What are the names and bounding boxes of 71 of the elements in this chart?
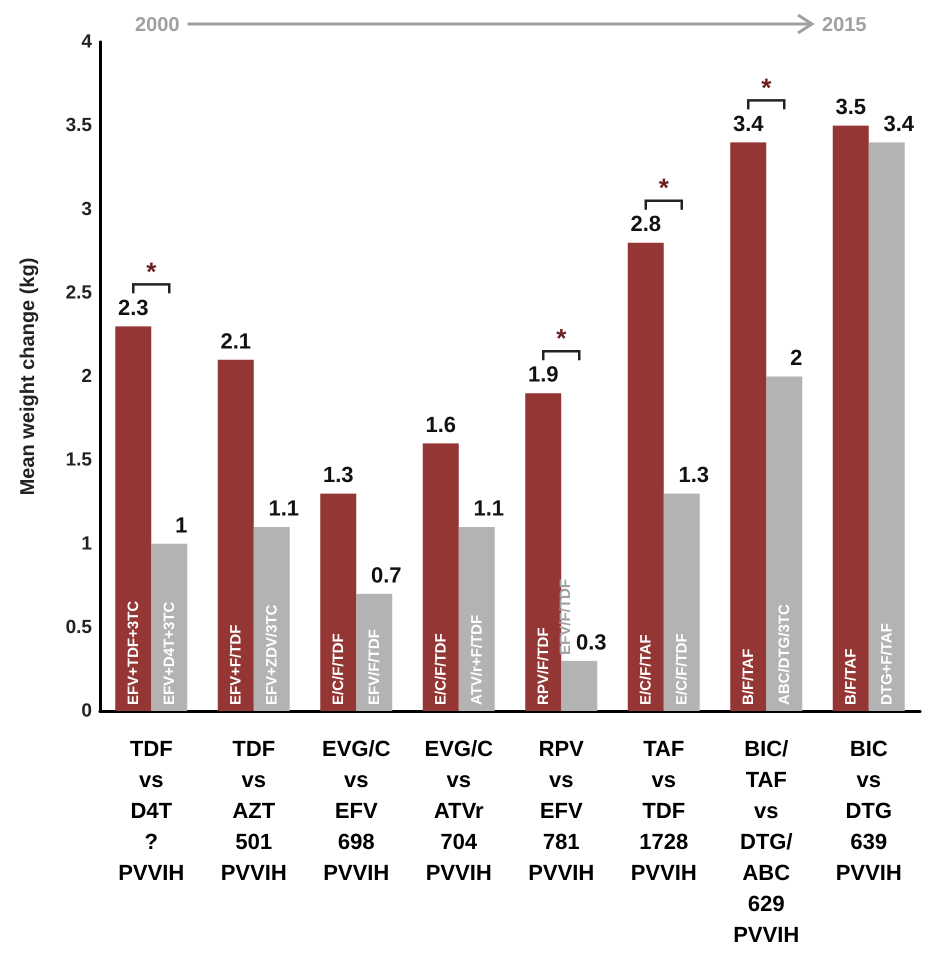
data-label: 1: [175, 512, 188, 538]
y-tick-label: 3: [81, 198, 92, 220]
bar: [766, 376, 802, 711]
data-label: 1.1: [473, 496, 504, 521]
annotation: *: [761, 72, 772, 102]
y-tick-label: 2: [81, 366, 92, 387]
data-label: 1.3: [322, 462, 354, 488]
x-tick-label: TAF vs TDF 1728 PVVIH: [630, 736, 697, 885]
text: 2000: [135, 14, 180, 36]
bar: [561, 660, 598, 711]
bar: [868, 142, 905, 711]
data-label: 0.7: [370, 562, 402, 588]
data-label: 1.3: [678, 462, 710, 488]
bar: [356, 594, 392, 711]
y-axis-title: Mean weight change (kg): [17, 258, 39, 496]
annotation: EFV/F/TDF: [366, 629, 383, 705]
y-tick-label: 0.5: [66, 616, 92, 638]
annotation: ABC/DTG/3TC: [776, 604, 793, 705]
x-tick-label: BIC/ TAF vs DTG/ ABC 629 PVVIH: [733, 736, 800, 947]
annotation: EFV+ZDV/3TC: [263, 604, 280, 705]
data-label: 2.1: [220, 328, 252, 354]
bar: [628, 242, 664, 711]
annotation: EFV+D4T+3TC: [160, 601, 178, 705]
bar: [832, 126, 869, 711]
annotation: E/C/F/TDF: [432, 633, 450, 705]
y-tick-label: 1: [81, 533, 92, 554]
data-label: 2: [790, 345, 802, 370]
annotation: EFV/F/TDF: [556, 578, 574, 655]
annotation: EFV+TDF+3TC: [124, 600, 142, 705]
annotation: *: [146, 256, 158, 286]
x-tick-label: TDF vs AZT 501 PVVIH: [220, 736, 287, 885]
bar: [218, 360, 254, 711]
bar: [422, 443, 459, 711]
annotation: B/F/TAF: [842, 648, 860, 705]
data-label: 1.6: [425, 412, 456, 437]
x-tick-label: BIC vs DTG 639 PVVIH: [836, 736, 902, 885]
data-label: 2.3: [118, 294, 149, 320]
x-tick-label: EVG/C vs ATVr 704 PVVIH: [424, 736, 494, 885]
data-label: 1.1: [268, 496, 300, 521]
annotation: E/C/F/TDF: [330, 633, 347, 705]
data-label: 3.4: [883, 110, 915, 136]
annotation: E/C/F/TDF: [673, 633, 690, 705]
x-tick-label: RPV vs EFV 781 PVVIH: [528, 736, 594, 885]
bar: [730, 142, 766, 711]
data-label: 0.3: [576, 629, 607, 654]
bar: [115, 326, 152, 711]
annotation: ATV/r+F/TDF: [468, 614, 486, 705]
y-tick-label: 2.5: [66, 282, 92, 304]
bar: [254, 527, 290, 711]
y-tick-label: 0: [81, 700, 92, 722]
annotation: EFV+F/TDF: [227, 624, 244, 705]
data-label: 3.5: [835, 94, 866, 120]
bar: [320, 494, 356, 711]
data-label: 1.9: [528, 362, 559, 387]
annotation: DTG+F/TAF: [878, 623, 896, 705]
y-tick-label: 1.5: [66, 450, 92, 471]
bar: [151, 544, 188, 711]
annotation: RPV/F/TDF: [534, 628, 552, 705]
y-tick-label: 3.5: [66, 115, 92, 136]
x-tick-label: EVG/C vs EFV 698 PVVIH: [322, 736, 391, 885]
text: 2015: [822, 14, 866, 36]
bar: [458, 527, 495, 711]
annotation: E/C/F/TAF: [637, 634, 654, 705]
data-label: 3.4: [732, 110, 764, 136]
y-tick-label: 4: [81, 32, 92, 52]
annotation: *: [556, 323, 568, 354]
x-tick-label: TDF vs D4T ? PVVIH: [118, 736, 184, 885]
annotation: *: [658, 172, 670, 203]
annotation: B/F/TAF: [740, 648, 757, 705]
bar: [664, 494, 700, 711]
data-label: 2.8: [630, 211, 662, 236]
